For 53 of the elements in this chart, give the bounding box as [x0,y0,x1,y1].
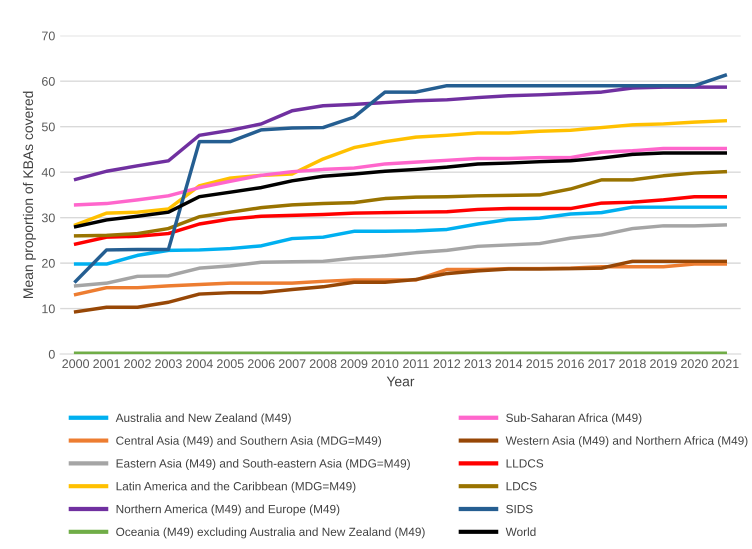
line-series [74,260,727,314]
x-tick-label: 2020 [681,359,708,368]
x-tick-label: 2009 [340,359,368,368]
x-tick-label: 2008 [310,359,336,368]
y-tick-label: 20 [42,258,55,268]
legend-label: World [506,527,536,536]
legend-label: Latin America and the Caribbean (MDG=M49) [116,482,356,493]
line-series [74,194,727,246]
x-tick-label: 2002 [124,359,151,368]
x-tick-label: 2011 [403,359,429,368]
x-tick-label: 2014 [495,359,522,368]
x-tick-label: 2010 [372,359,398,368]
y-tick-label: 10 [42,304,55,314]
legend-label: Northern America (M49) and Europe (M49) [116,504,340,516]
x-axis-title: Year [386,376,414,386]
legend-label: Australia and New Zealand (M49) [116,413,291,424]
line-series [74,223,727,288]
legend-label: SIDS [506,504,533,514]
x-tick-label: 2013 [464,359,492,368]
x-tick-label: 2018 [619,359,646,368]
x-tick-label: 2004 [186,359,213,368]
x-tick-label: 2012 [434,359,460,368]
x-tick-label: 2000 [62,359,90,368]
legend-label: Oceania (M49) excluding Australia and New Zealand (M49) [116,527,425,538]
x-tick-label: 2016 [557,359,584,368]
line-series [74,146,727,207]
x-tick-label: 2003 [155,359,182,368]
x-tick-label: 2007 [278,359,306,368]
y-tick-label: 0 [48,350,55,359]
line-series [74,170,727,238]
legend-label: Western Asia (M49) and Northern Africa (M49) [506,436,748,448]
y-tick-label: 40 [42,168,55,177]
y-axis-title: Mean proportion of KBAs covered [22,92,36,298]
x-tick-label: 2015 [526,359,554,368]
x-tick-label: 2021 [712,359,739,368]
legend-label: LDCS [506,482,537,490]
x-tick-label: 2017 [588,359,615,368]
line-series [74,151,727,228]
legend-label: Sub-Saharan Africa (M49) [506,413,642,424]
y-tick-label: 60 [42,76,55,86]
x-tick-label: 2019 [650,359,677,368]
y-tick-label: 50 [42,122,55,132]
legend-label: Eastern Asia (M49) and South-eastern Asia (MDG=M49) [116,458,410,470]
legend-label: Central Asia (M49) and Southern Asia (MDG=M49) [116,436,381,448]
line-series [74,74,727,284]
x-tick-label: 2005 [217,359,244,368]
line-series [74,85,727,182]
x-tick-label: 2006 [248,359,275,368]
x-tick-label: 2001 [93,359,120,368]
y-tick-label: 70 [42,31,55,40]
legend-label: LLDCS [506,459,544,468]
line-series [74,205,727,266]
y-tick-label: 30 [42,213,55,222]
